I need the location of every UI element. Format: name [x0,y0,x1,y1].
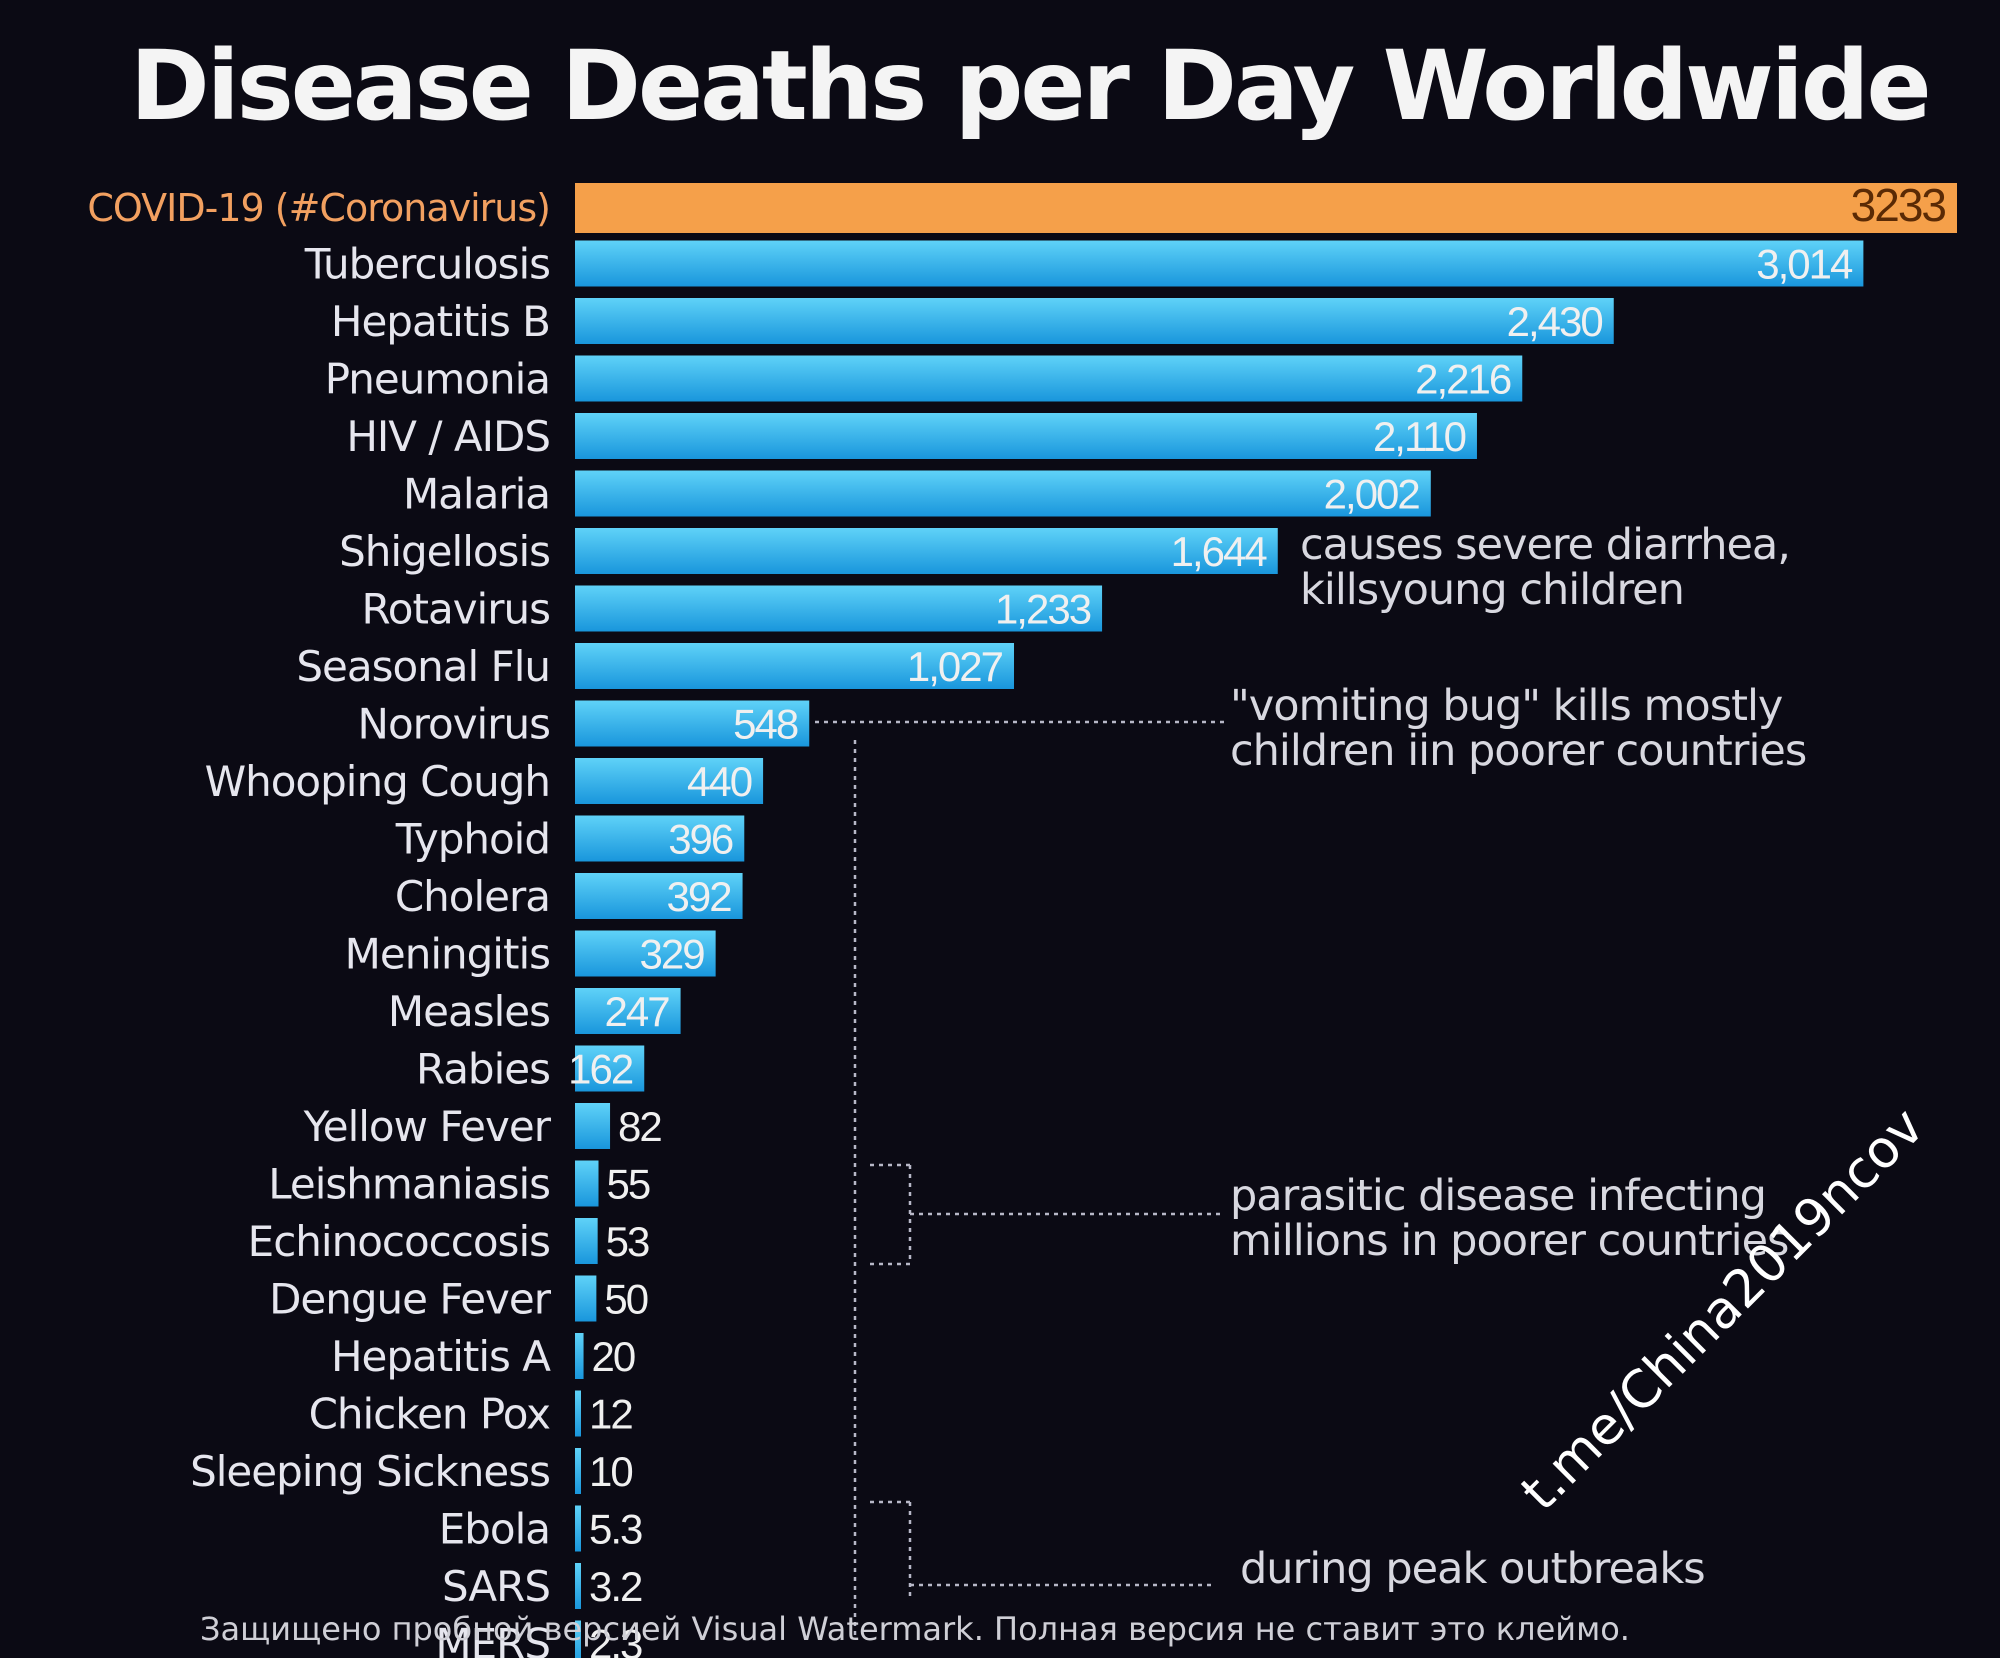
category-label: Measles [388,987,550,1036]
bar [575,1505,581,1552]
category-label: Cholera [395,872,550,921]
bar [575,1218,598,1264]
annotation-parasitic: parasitic disease infecting millions in … [1230,1171,1789,1266]
value-label: 329 [640,931,705,978]
value-label: 5.3 [589,1506,642,1553]
bar [575,643,1015,689]
bar [575,413,1477,459]
bar [575,1563,581,1609]
watermark-notice: Защищено пробной версией Visual Watermar… [200,1610,1630,1648]
bar [575,470,1431,517]
bar [575,1103,611,1149]
bar [575,1160,599,1207]
category-label: Whooping Cough [205,757,550,806]
value-label: 1,644 [1171,528,1268,575]
value-label: 2,002 [1324,471,1420,518]
annotation-shigellosis: causes severe diarrhea, killsyoung child… [1300,520,1791,615]
value-label: 2.3 [589,1621,642,1658]
annotation-norovirus: "vomiting bug" kills mostly children iin… [1230,681,1807,776]
bar [575,988,681,1034]
category-label: Sleeping Sickness [190,1447,550,1496]
value-label: 1,027 [907,643,1003,690]
category-label: Dengue Fever [269,1275,552,1324]
category-label: Hepatitis B [331,297,550,346]
category-label: Norovirus [358,700,550,749]
bar [575,528,1278,574]
value-label: 2,430 [1507,298,1603,345]
value-label: 12 [589,1391,632,1438]
value-label: 2,216 [1415,356,1511,403]
category-label: Rotavirus [362,585,551,634]
annotation-leader-lines [815,720,1225,1640]
category-label: Seasonal Flu [296,642,550,691]
bar [575,930,716,977]
category-label: SARS [442,1562,550,1611]
bar [575,1390,581,1437]
value-label: 53 [606,1218,649,1265]
value-label: 440 [687,758,752,805]
value-label: 10 [589,1448,632,1495]
bar [575,1448,581,1494]
category-label: Hepatitis A [331,1332,551,1381]
value-label: 548 [733,701,798,748]
bar [575,240,1864,287]
value-label: 1,233 [995,586,1091,633]
category-label: Shigellosis [339,527,550,576]
bar [575,1275,597,1322]
value-label: 162 [568,1046,633,1093]
bar [575,873,743,919]
category-label: Leishmaniasis [268,1160,550,1209]
value-label: 3,014 [1756,241,1853,288]
value-label: 3.2 [589,1563,642,1610]
bar [575,1333,584,1379]
category-label: MERS [435,1620,550,1658]
category-label: Typhoid [395,815,550,864]
bar [575,183,1957,233]
value-label: 20 [592,1333,635,1380]
category-label: Chicken Pox [309,1390,551,1439]
bar [575,355,1523,402]
value-label: 392 [666,873,731,920]
category-label: Meningitis [345,930,550,979]
category-label: Malaria [403,470,550,519]
bar [575,1620,581,1658]
value-label: 396 [668,816,733,863]
category-label: HIV / AIDS [346,412,550,461]
value-label: 82 [618,1103,661,1150]
annotation-outbreaks: during peak outbreaks [1240,1544,1706,1594]
category-label: Rabies [416,1045,550,1094]
value-label: 247 [605,988,670,1035]
category-label: Ebola [439,1505,550,1554]
value-label: 55 [607,1161,650,1208]
category-label: Tuberculosis [304,240,550,289]
value-label: 2,110 [1373,413,1466,460]
value-label: 3233 [1851,179,1946,231]
bar [575,1045,645,1092]
bars-layer [575,183,1957,1658]
bar [575,700,810,747]
bar [575,298,1614,344]
category-label: Echinococcosis [248,1217,550,1266]
category-label: Yellow Fever [303,1102,552,1151]
value-labels: 3233 3,014 2,430 2,216 2,110 2,002 1,644 1,233 1… [568,179,1947,1658]
bar [575,815,745,862]
value-label: 50 [604,1276,647,1323]
category-labels: COVID-19 (#Coronavirus) Tuberculosis Hepat… [87,186,552,1658]
bar [575,758,764,804]
bar [575,585,1103,632]
category-label: COVID-19 (#Coronavirus) [87,186,550,230]
category-label: Pneumonia [325,355,550,404]
chart-title: Disease Deaths per Day Worldwide [130,30,1932,142]
